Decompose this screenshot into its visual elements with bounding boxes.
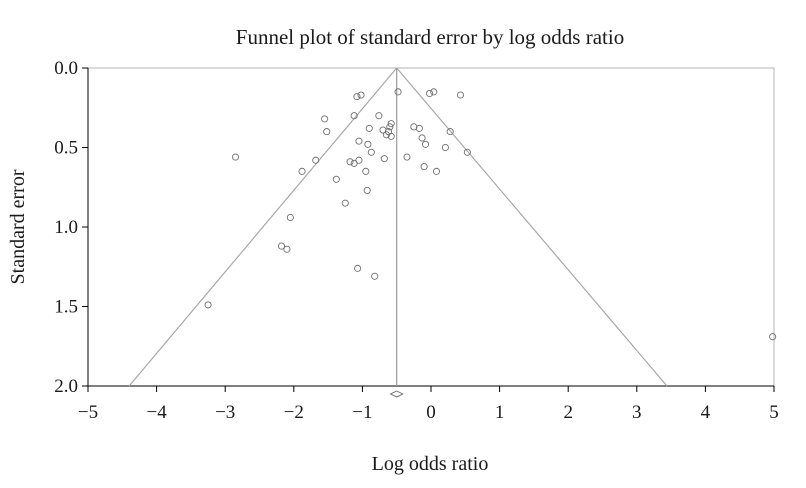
x-tick-label: −3	[215, 402, 235, 423]
study-points	[204, 88, 777, 341]
x-tick-label: 5	[769, 402, 779, 423]
data-point	[387, 132, 395, 140]
y-tick-label: 2.0	[54, 376, 78, 397]
x-tick-label: 0	[426, 402, 436, 423]
x-tick-label: −4	[146, 402, 167, 423]
data-point	[420, 163, 428, 171]
summary-diamond	[389, 390, 404, 398]
data-point	[354, 264, 362, 272]
data-point	[357, 91, 365, 99]
data-point	[363, 186, 371, 194]
x-tick-label: 4	[701, 402, 711, 423]
data-point	[341, 199, 349, 207]
data-point	[394, 88, 402, 96]
data-point	[387, 120, 395, 128]
funnel-limits	[128, 67, 668, 398]
data-point	[463, 148, 471, 156]
data-point	[386, 123, 394, 131]
data-point	[364, 140, 372, 148]
data-point	[283, 245, 291, 253]
data-point	[231, 153, 240, 161]
data-point	[355, 156, 363, 164]
funnel-right-limit	[396, 67, 668, 387]
data-point	[323, 128, 331, 136]
data-point	[346, 158, 354, 166]
data-point	[418, 134, 426, 142]
data-point	[365, 124, 373, 132]
data-point	[380, 155, 388, 163]
x-axis-label: Log odds ratio	[372, 453, 489, 475]
x-tick-label: 2	[563, 402, 573, 423]
x-tick-label: 1	[495, 402, 505, 423]
data-point	[350, 159, 358, 167]
data-point	[446, 128, 454, 136]
x-tick-label: −5	[78, 402, 98, 423]
data-point	[204, 301, 212, 309]
data-point	[382, 131, 390, 139]
data-point	[367, 148, 375, 156]
data-point	[769, 333, 777, 341]
x-tick-label: −1	[352, 402, 372, 423]
y-tick-label: 0.5	[54, 138, 78, 159]
data-point	[456, 91, 465, 99]
y-tick-label: 0.0	[54, 58, 78, 79]
data-point	[371, 272, 379, 280]
y-axis-label: Standard error	[7, 169, 29, 284]
data-point	[415, 124, 423, 132]
data-point	[441, 143, 449, 152]
x-tick-label: −2	[284, 402, 304, 423]
y-tick-label: 1.5	[54, 297, 78, 318]
data-point	[432, 167, 441, 175]
x-tick-label: 3	[632, 402, 642, 423]
data-point	[355, 137, 363, 145]
data-point	[312, 156, 320, 164]
y-axis-ticks: 0.0 0.5 1.0 1.5 2.0	[54, 58, 88, 397]
x-axis-ticks: −5 −4 −3 −2 −1 0 1 2 3 4 5	[78, 386, 779, 423]
data-point	[332, 175, 340, 183]
plot-frame	[87, 67, 775, 387]
data-point	[426, 89, 434, 97]
data-point	[321, 115, 329, 123]
data-point	[403, 153, 411, 161]
data-point	[286, 213, 294, 222]
data-point	[298, 167, 306, 175]
data-point	[362, 167, 370, 175]
data-point	[375, 112, 383, 120]
data-point	[350, 112, 358, 120]
chart-title: Funnel plot of standard error by log odd…	[236, 25, 624, 49]
funnel-left-limit	[128, 67, 398, 387]
data-point	[353, 93, 361, 101]
data-point	[277, 242, 286, 250]
y-tick-label: 1.0	[54, 217, 78, 238]
data-point	[430, 88, 438, 96]
data-point	[421, 140, 430, 148]
